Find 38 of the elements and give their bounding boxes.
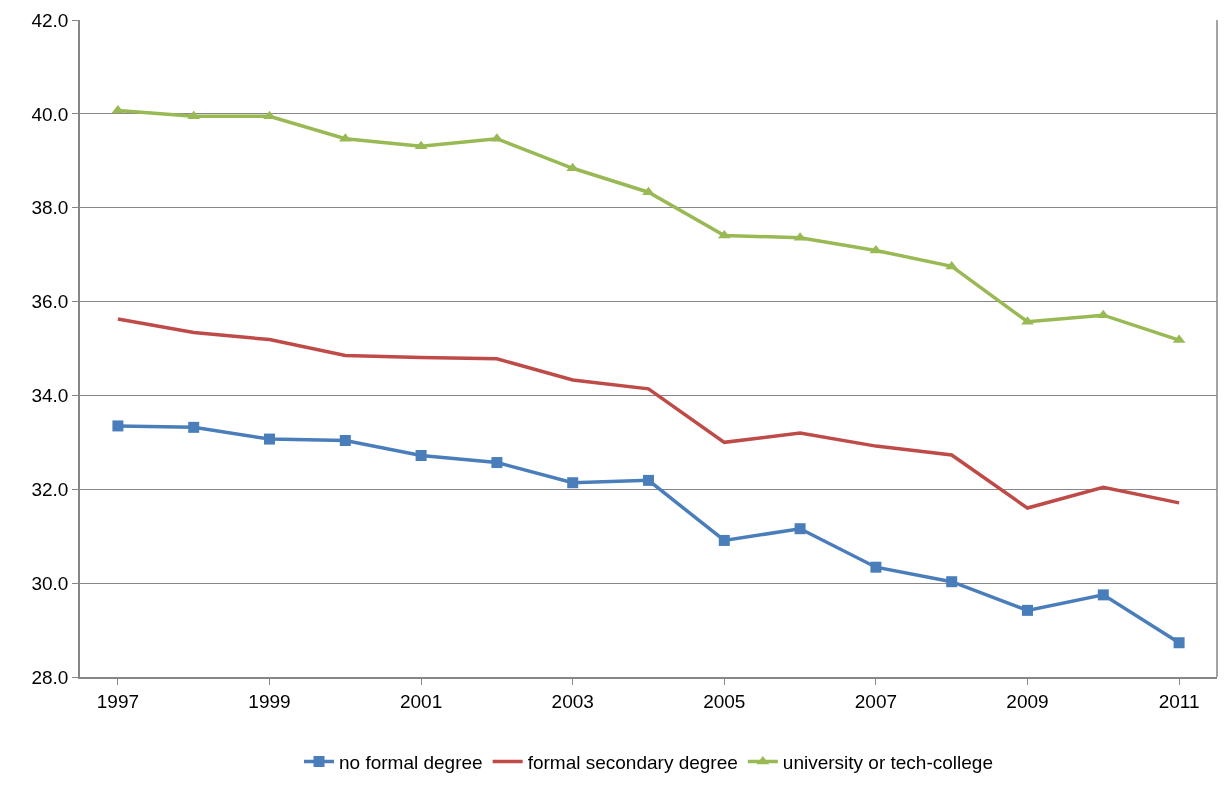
- point: [567, 477, 579, 489]
- y-tick-label: 34.0: [31, 385, 69, 407]
- x-tick-label: 2009: [1006, 690, 1049, 712]
- y-tick-label: 38.0: [31, 197, 69, 219]
- point: [491, 457, 503, 469]
- x-tick-label: 1999: [248, 690, 291, 712]
- point: [112, 420, 124, 432]
- legend-label: formal secondary degree: [527, 751, 738, 773]
- x-tick-label: 2001: [399, 690, 443, 712]
- point: [869, 244, 883, 254]
- point: [1022, 604, 1033, 616]
- point: [339, 434, 351, 446]
- point: [717, 229, 731, 239]
- y-tick-label: 40.0: [31, 103, 69, 125]
- x-tick-label: 2011: [1158, 690, 1200, 712]
- point: [188, 421, 200, 433]
- point: [1097, 589, 1109, 601]
- point: [946, 576, 958, 588]
- point: [945, 260, 959, 270]
- point: [794, 523, 806, 535]
- point: [415, 450, 427, 461]
- point: [264, 433, 275, 445]
- y-tick-label: 28.0: [31, 666, 69, 688]
- legend-label: no formal degree: [339, 751, 483, 773]
- point: [870, 561, 882, 573]
- y-tick-label: 42.0: [31, 9, 69, 31]
- x-tick-label: 1997: [96, 690, 140, 712]
- y-tick-label: 36.0: [31, 291, 69, 313]
- x-tick-label: 2003: [551, 690, 594, 712]
- line-series: [116, 317, 1181, 510]
- legend-label: university or tech-college: [782, 751, 993, 773]
- point: [718, 534, 730, 546]
- x-tick-label: 2005: [703, 690, 746, 712]
- point: [643, 474, 654, 486]
- point: [1173, 637, 1185, 649]
- y-tick-label: 30.0: [31, 572, 69, 594]
- y-tick-label: 32.0: [31, 478, 69, 500]
- x-tick-label: 2007: [854, 690, 898, 712]
